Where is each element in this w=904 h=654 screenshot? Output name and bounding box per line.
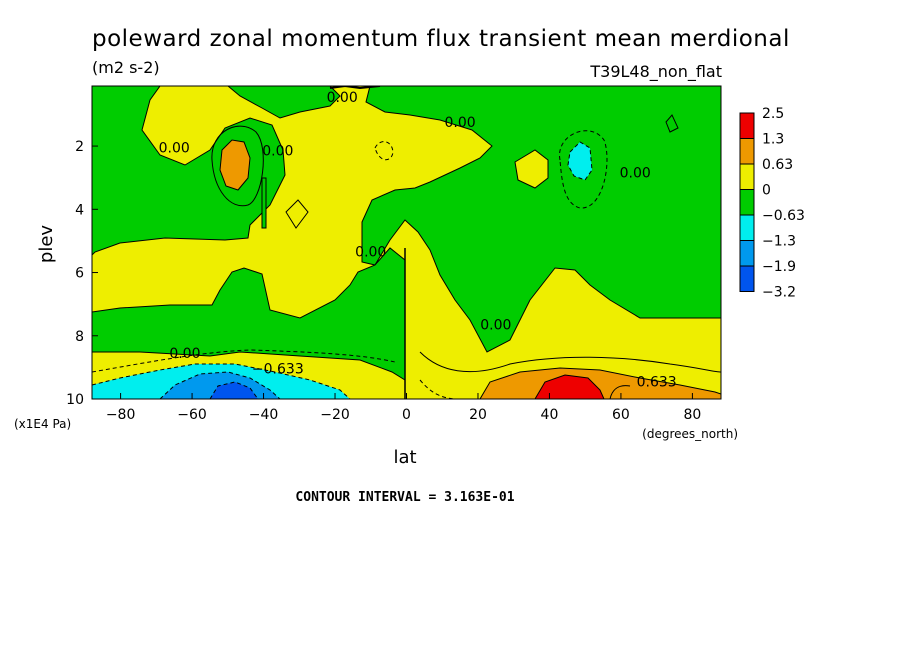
field-yellow-nh-pocket bbox=[514, 149, 549, 189]
y-axis-units: (x1E4 Pa) bbox=[14, 417, 71, 431]
colorbar-swatch bbox=[739, 163, 755, 190]
y-axis-ticks: 2 4 6 8 10 bbox=[66, 139, 98, 408]
contour-label: 0.00 bbox=[620, 166, 651, 182]
x-axis-label: lat bbox=[393, 447, 416, 468]
colorbar-level-label: −1.9 bbox=[762, 259, 796, 275]
field-green-sh-upper bbox=[92, 86, 286, 256]
y-tick-label: 4 bbox=[75, 202, 84, 218]
colorbar-level-label: 0 bbox=[762, 183, 771, 199]
chart-units: (m2 s-2) bbox=[92, 58, 160, 77]
field-green-sh-mid bbox=[227, 86, 341, 119]
colorbar-swatch bbox=[739, 138, 755, 165]
colorbar-swatch bbox=[739, 240, 755, 267]
contour-label: 0.00 bbox=[327, 90, 358, 106]
x-tick-label: −20 bbox=[320, 407, 350, 423]
y-tick-label: 2 bbox=[75, 139, 84, 155]
contour-interval: CONTOUR INTERVAL = 3.163E-01 bbox=[295, 490, 514, 505]
plot-area: 0.00 0.00 0.00 0.00 0.00 0.00 0.00 0.00 −0.633 0.… bbox=[91, 85, 722, 400]
colorbar-level-label: −0.63 bbox=[762, 208, 805, 224]
x-tick-label: 0 bbox=[402, 407, 411, 423]
contour-label: 0.633 bbox=[637, 374, 677, 390]
x-tick-label: −60 bbox=[177, 407, 207, 423]
contour-label: 0.00 bbox=[169, 346, 200, 362]
contour-label: 0.00 bbox=[262, 144, 293, 160]
contour-label: 0.00 bbox=[445, 115, 476, 131]
y-tick-label: 10 bbox=[66, 392, 84, 408]
chart-title: poleward zonal momentum flux transient m… bbox=[92, 26, 790, 52]
contour-label: 0.00 bbox=[480, 317, 511, 333]
top-edge-contour bbox=[329, 86, 381, 90]
colorbar-level-label: 2.5 bbox=[762, 106, 784, 122]
colorbar-swatch bbox=[739, 189, 755, 216]
contour-label: −0.633 bbox=[252, 362, 304, 378]
contour-label: 0.00 bbox=[355, 245, 386, 261]
contour-lines bbox=[92, 114, 721, 399]
colorbar-level-label: −3.2 bbox=[762, 285, 796, 301]
colorbar-level-label: −1.3 bbox=[762, 234, 796, 250]
x-tick-label: 40 bbox=[541, 407, 559, 423]
colorbar-level-label: 1.3 bbox=[762, 132, 784, 148]
x-tick-label: −40 bbox=[249, 407, 279, 423]
y-axis-label: plev bbox=[36, 225, 57, 264]
x-axis-ticks: −80 −60 −40 −20 0 20 40 60 80 bbox=[106, 393, 701, 423]
colorbar-level-label: 0.63 bbox=[762, 157, 793, 173]
colorbar-swatch bbox=[739, 265, 755, 292]
x-tick-label: 20 bbox=[469, 407, 487, 423]
colorbar: 2.5 1.3 0.63 0 −0.63 −1.3 −1.9 −3.2 bbox=[739, 106, 805, 301]
field-darkblue-sh bbox=[209, 381, 259, 399]
x-axis-units: (degrees_north) bbox=[642, 427, 738, 441]
y-tick-label: 8 bbox=[75, 329, 84, 345]
colorbar-swatch bbox=[739, 112, 755, 139]
field-green-nh bbox=[361, 86, 721, 353]
contour-label-group: 0.00 0.00 0.00 0.00 0.00 0.00 0.00 0.00 −0.633 0.… bbox=[159, 90, 677, 391]
x-tick-label: −80 bbox=[106, 407, 136, 423]
experiment-label: T39L48_non_flat bbox=[589, 62, 722, 82]
y-tick-label: 6 bbox=[75, 266, 84, 282]
field-red-nh bbox=[534, 374, 605, 399]
colorbar-swatch bbox=[739, 214, 755, 241]
field-orange-sh-blob bbox=[219, 139, 251, 191]
x-tick-label: 60 bbox=[612, 407, 630, 423]
field-cyan-nh-blob bbox=[567, 141, 593, 181]
contour-label: 0.00 bbox=[159, 140, 190, 156]
x-tick-label: 80 bbox=[683, 407, 701, 423]
